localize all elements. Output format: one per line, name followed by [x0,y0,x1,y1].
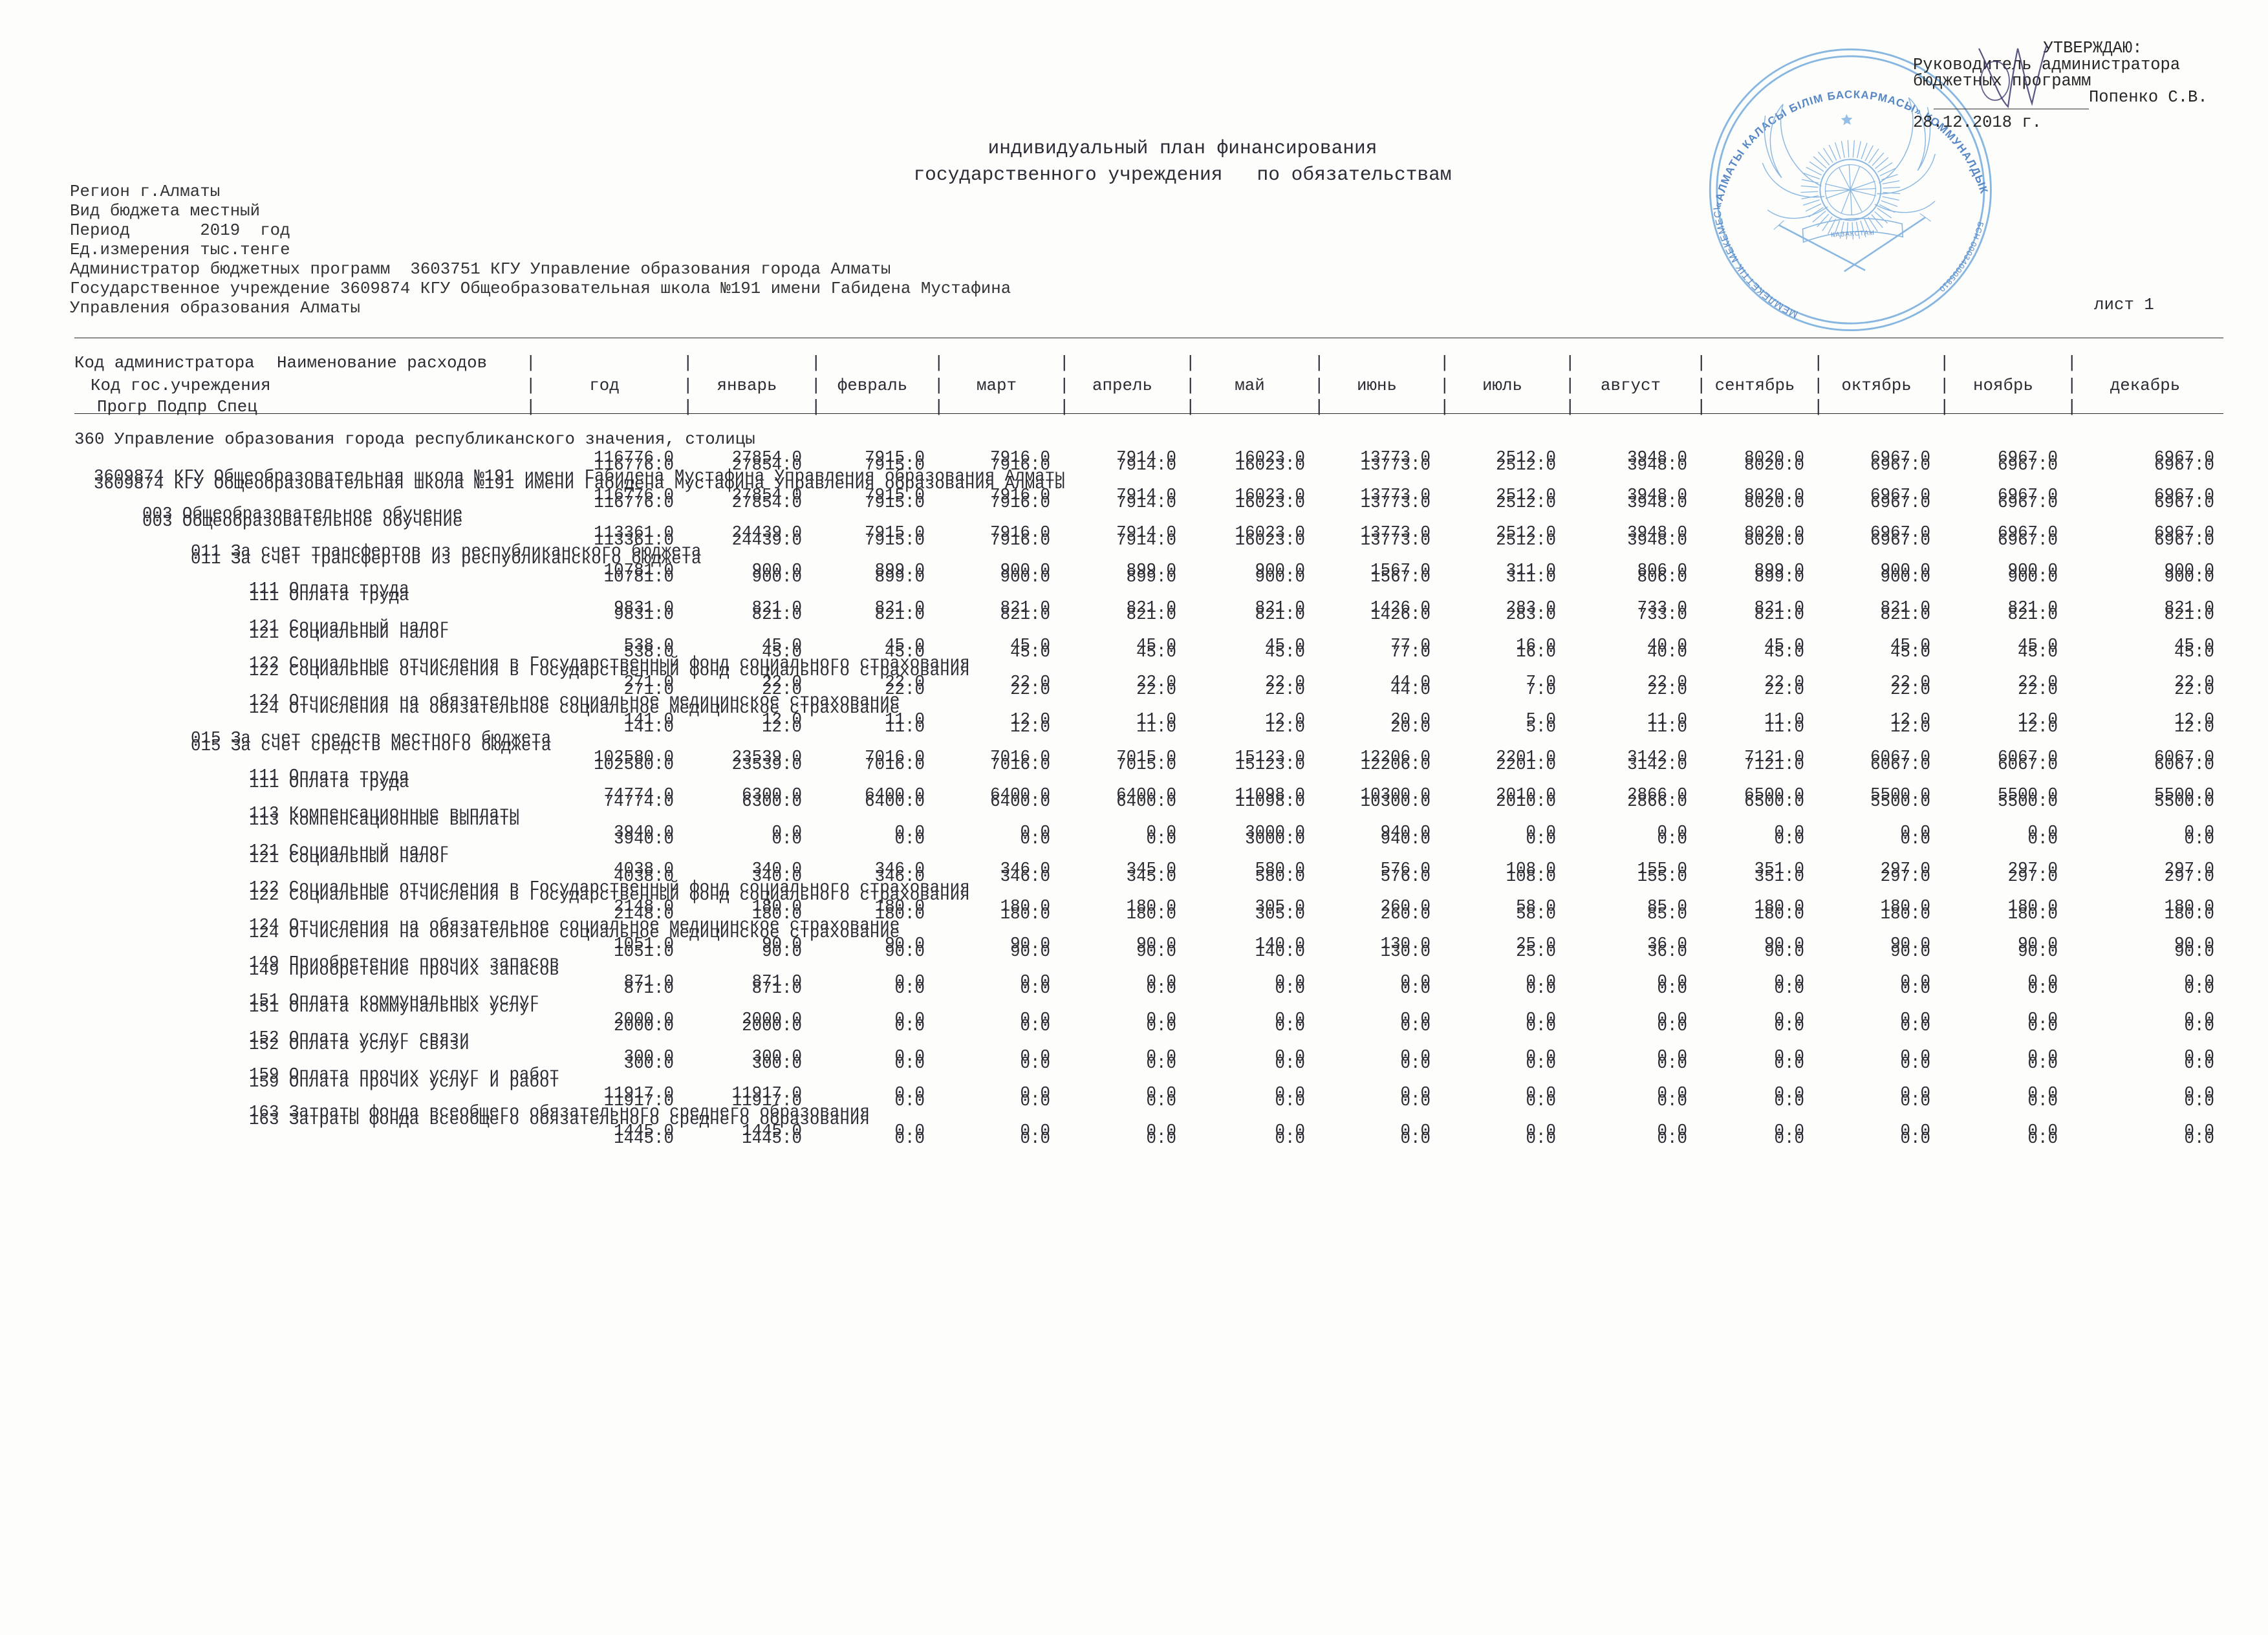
svg-text:БСН 000340005810: БСН 000340005810 [1934,221,1989,294]
svg-text:МЕМЛЕКЕТТІК МЕКЕМЕСІ: МЕМЛЕКЕТТІК МЕКЕМЕСІ [1711,202,1800,323]
svg-text:КАЗАКСТАН: КАЗАКСТАН [1831,229,1875,239]
